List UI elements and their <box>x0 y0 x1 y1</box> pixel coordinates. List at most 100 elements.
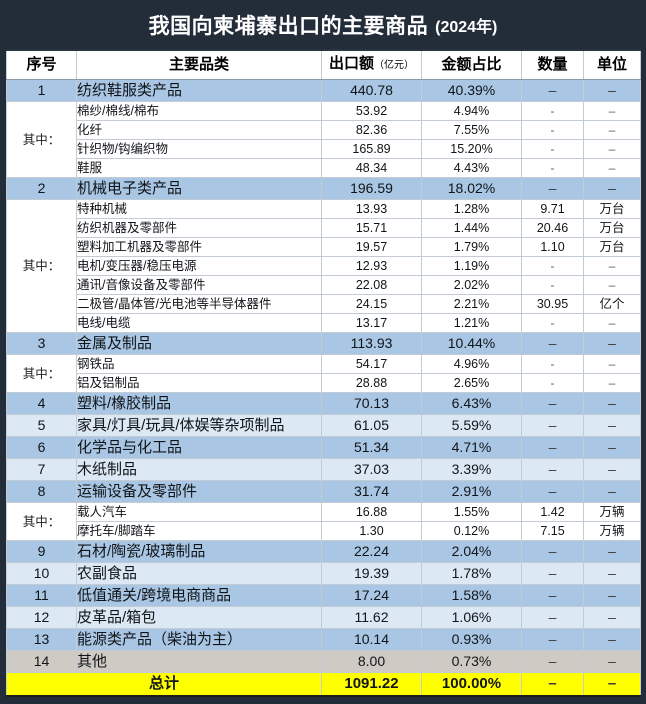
cell-amount: 19.39 <box>321 562 422 585</box>
cell-share: 1.78% <box>421 562 522 585</box>
col-header-share: 金额占比 <box>421 49 522 80</box>
cell-share: 1.44% <box>421 218 522 238</box>
cell-unit: – <box>583 414 641 437</box>
cell-amount: 440.78 <box>321 79 422 102</box>
cell-total-amount: 1091.22 <box>321 672 422 697</box>
cell-share: 4.43% <box>421 158 522 178</box>
cell-category: 皮革品/箱包 <box>76 606 322 629</box>
cell-unit: – <box>583 313 641 333</box>
cell-unit: – <box>583 332 641 355</box>
cell-unit: 万辆 <box>583 521 641 541</box>
cell-quantity: - <box>521 313 584 333</box>
page-title-year: (2024年) <box>435 18 498 36</box>
cell-unit: – <box>583 458 641 481</box>
cell-amount: 8.00 <box>321 650 422 673</box>
cell-unit: – <box>583 628 641 651</box>
cell-share: 18.02% <box>421 177 522 200</box>
cell-unit: – <box>583 650 641 673</box>
cell-share: 10.44% <box>421 332 522 355</box>
cell-unit: – <box>583 373 641 393</box>
cell-subcategory: 摩托车/脚踏车 <box>76 521 322 541</box>
table-header-row: 序号 主要品类 出口额（亿元） 金额占比 数量 单位 <box>6 49 641 80</box>
cell-unit: – <box>583 275 641 295</box>
cell-unit: – <box>583 79 641 102</box>
table-row: 8 运输设备及零部件 31.74 2.91% – – <box>6 480 641 503</box>
cell-quantity: - <box>521 373 584 393</box>
cell-unit: – <box>583 392 641 415</box>
cell-quantity: 1.42 <box>521 502 584 522</box>
cell-index: 3 <box>6 332 77 355</box>
cell-amount: 31.74 <box>321 480 422 503</box>
col-header-index: 序号 <box>6 49 77 80</box>
cell-quantity: – <box>521 562 584 585</box>
cell-quantity: – <box>521 414 584 437</box>
cell-unit: – <box>583 101 641 121</box>
cell-unit: – <box>583 256 641 276</box>
cell-amount: 19.57 <box>321 237 422 257</box>
table-row: 2 机械电子类产品 196.59 18.02% – – <box>6 177 641 200</box>
cell-index: 7 <box>6 458 77 481</box>
col-header-quantity: 数量 <box>521 49 584 80</box>
cell-group-label: 其中： <box>6 199 77 333</box>
cell-share: 4.94% <box>421 101 522 121</box>
cell-share: 0.73% <box>421 650 522 673</box>
cell-amount: 53.92 <box>321 101 422 121</box>
cell-category: 纺织鞋服类产品 <box>76 79 322 102</box>
cell-category: 农副食品 <box>76 562 322 585</box>
cell-amount: 113.93 <box>321 332 422 355</box>
cell-amount: 13.17 <box>321 313 422 333</box>
table-row: 11 低值通关/跨境电商商品 17.24 1.58% – – <box>6 584 641 607</box>
cell-quantity: 7.15 <box>521 521 584 541</box>
cell-quantity: 1.10 <box>521 237 584 257</box>
table-row: 5 家具/灯具/玩具/体娱等杂项制品 61.05 5.59% – – <box>6 414 641 437</box>
cell-subcategory: 针织物/钩编织物 <box>76 139 322 159</box>
cell-unit: 万台 <box>583 237 641 257</box>
cell-share: 0.12% <box>421 521 522 541</box>
table-subrow: 通讯/音像设备及零部件 22.08 2.02% - – <box>6 275 641 295</box>
cell-total-label: 总计 <box>6 672 322 697</box>
table-subrow: 其中： 棉纱/棉线/棉布 53.92 4.94% - – <box>6 101 641 178</box>
cell-amount: 51.34 <box>321 436 422 459</box>
cell-quantity: – <box>521 540 584 563</box>
export-table-container: 序号 主要品类 出口额（亿元） 金额占比 数量 单位 1 纺织鞋服类产品 440.7… <box>6 49 641 697</box>
cell-amount: 24.15 <box>321 294 422 314</box>
cell-quantity: - <box>521 275 584 295</box>
cell-quantity: – <box>521 392 584 415</box>
cell-subcategory: 通讯/音像设备及零部件 <box>76 275 322 295</box>
cell-index: 9 <box>6 540 77 563</box>
cell-index: 4 <box>6 392 77 415</box>
cell-subcategory: 铝及铝制品 <box>76 373 322 393</box>
cell-unit: 万台 <box>583 218 641 238</box>
cell-share: 7.55% <box>421 120 522 140</box>
cell-share: 1.55% <box>421 502 522 522</box>
cell-subcategory: 鞋服 <box>76 158 322 178</box>
cell-share: 2.91% <box>421 480 522 503</box>
cell-unit: – <box>583 139 641 159</box>
cell-amount: 48.34 <box>321 158 422 178</box>
table-row: 6 化学品与化工品 51.34 4.71% – – <box>6 436 641 459</box>
cell-share: 2.02% <box>421 275 522 295</box>
cell-index: 1 <box>6 79 77 102</box>
cell-index: 2 <box>6 177 77 200</box>
cell-category: 木纸制品 <box>76 458 322 481</box>
col-header-amount: 出口额（亿元） <box>321 49 422 80</box>
cell-unit: – <box>583 584 641 607</box>
table-subrow: 电线/电缆 13.17 1.21% - – <box>6 313 641 333</box>
cell-unit: – <box>583 540 641 563</box>
table-row: 10 农副食品 19.39 1.78% – – <box>6 562 641 585</box>
cell-unit: – <box>583 354 641 374</box>
table-subrow: 其中： 特种机械 13.93 1.28% 9.71 万台 <box>6 199 641 333</box>
table-subrow: 针织物/钩编织物 165.89 15.20% - – <box>6 139 641 159</box>
cell-category: 金属及制品 <box>76 332 322 355</box>
page-title-bar: 我国向柬埔寨出口的主要商品 (2024年) <box>0 0 646 49</box>
cell-index: 8 <box>6 480 77 503</box>
cell-total-quantity: – <box>521 672 584 697</box>
cell-amount: 15.71 <box>321 218 422 238</box>
cell-share: 1.06% <box>421 606 522 629</box>
cell-amount: 28.88 <box>321 373 422 393</box>
table-subrow: 摩托车/脚踏车 1.30 0.12% 7.15 万辆 <box>6 521 641 541</box>
cell-subcategory: 二极管/晶体管/光电池等半导体器件 <box>76 294 322 314</box>
cell-unit: 万台 <box>583 199 641 219</box>
cell-quantity: – <box>521 650 584 673</box>
